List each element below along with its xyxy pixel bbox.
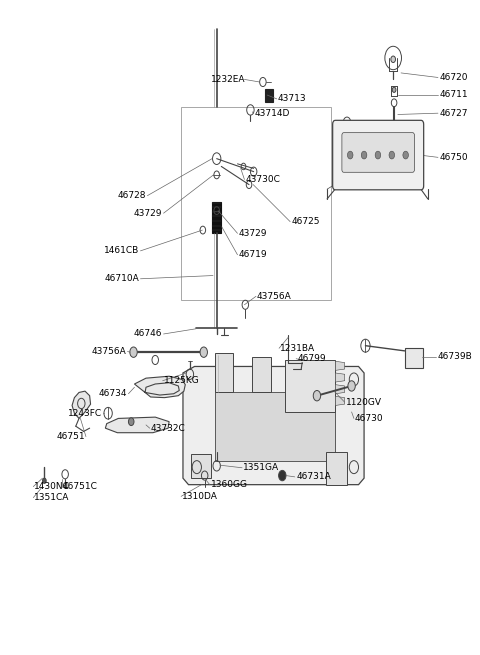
Circle shape (348, 151, 353, 159)
Circle shape (389, 151, 395, 159)
Polygon shape (336, 396, 345, 405)
Polygon shape (191, 454, 211, 478)
Text: 1231BA: 1231BA (280, 344, 315, 353)
Text: 46751C: 46751C (63, 482, 98, 491)
Text: 46728: 46728 (118, 191, 146, 200)
Polygon shape (336, 384, 345, 394)
Text: 46739B: 46739B (437, 352, 472, 361)
Text: 46734: 46734 (99, 389, 128, 398)
Polygon shape (105, 417, 169, 433)
Text: 46711: 46711 (439, 90, 468, 100)
Polygon shape (72, 391, 91, 419)
Text: 46725: 46725 (291, 217, 320, 226)
Circle shape (313, 390, 321, 401)
Text: 46751: 46751 (56, 432, 85, 441)
Text: 1430NC: 1430NC (34, 482, 70, 491)
Bar (405, 348, 423, 368)
FancyBboxPatch shape (342, 133, 414, 172)
Text: 46746: 46746 (133, 329, 162, 339)
Text: 46799: 46799 (298, 354, 326, 363)
Circle shape (348, 381, 355, 391)
Text: 43732C: 43732C (151, 424, 185, 433)
Circle shape (43, 478, 46, 483)
Bar (265, 89, 273, 102)
Polygon shape (252, 357, 271, 392)
Circle shape (392, 87, 396, 92)
Polygon shape (216, 392, 336, 460)
Text: 1461CB: 1461CB (104, 246, 139, 255)
Text: 43729: 43729 (133, 209, 162, 217)
Bar (212, 202, 221, 233)
FancyBboxPatch shape (333, 121, 424, 190)
Text: 46731A: 46731A (296, 472, 331, 481)
Polygon shape (285, 360, 336, 412)
Polygon shape (183, 366, 364, 485)
Text: 46719: 46719 (239, 250, 267, 259)
Text: 1360GG: 1360GG (211, 480, 248, 489)
Text: 46727: 46727 (439, 109, 468, 118)
Text: 1125KG: 1125KG (164, 376, 199, 385)
Text: 43756A: 43756A (257, 292, 292, 301)
Circle shape (129, 418, 134, 426)
Text: 46710A: 46710A (104, 274, 139, 284)
Polygon shape (134, 376, 185, 398)
Text: 43756A: 43756A (92, 347, 127, 356)
Polygon shape (336, 362, 345, 370)
Text: 1243FC: 1243FC (68, 409, 102, 418)
Text: 1120GV: 1120GV (346, 398, 382, 407)
Polygon shape (326, 452, 347, 485)
Circle shape (403, 151, 408, 159)
Circle shape (200, 347, 207, 358)
Polygon shape (336, 373, 345, 382)
Text: 1232EA: 1232EA (211, 75, 245, 84)
Circle shape (391, 56, 396, 62)
Text: 43714D: 43714D (254, 109, 290, 118)
Text: 43730C: 43730C (245, 175, 280, 184)
Text: 43713: 43713 (277, 94, 306, 103)
Text: 46750: 46750 (439, 153, 468, 162)
Circle shape (375, 151, 381, 159)
Text: 1351GA: 1351GA (243, 463, 279, 472)
Circle shape (278, 470, 286, 481)
Circle shape (130, 347, 137, 358)
Circle shape (361, 151, 367, 159)
Text: 46720: 46720 (439, 73, 468, 82)
Text: 46730: 46730 (355, 414, 384, 423)
Text: 1310DA: 1310DA (182, 492, 218, 501)
Text: 43729: 43729 (239, 229, 267, 238)
Polygon shape (216, 354, 233, 392)
Text: 1351CA: 1351CA (34, 493, 70, 502)
